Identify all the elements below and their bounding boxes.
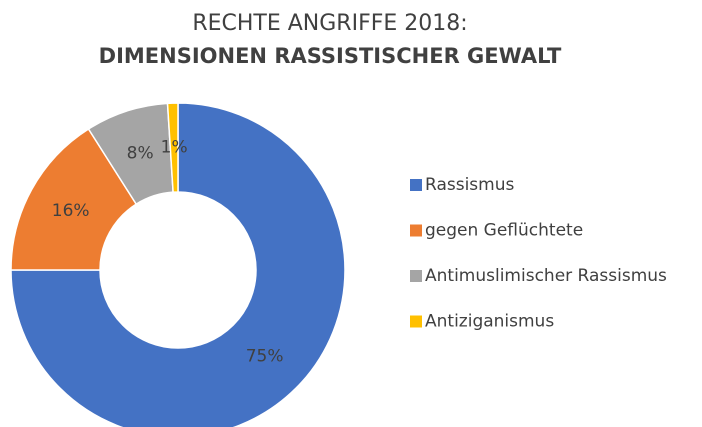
donut-slice <box>10 102 346 427</box>
legend-swatch <box>410 224 422 237</box>
donut-slice <box>10 127 138 271</box>
legend-swatch <box>410 179 422 191</box>
legend-swatch <box>410 270 422 282</box>
data-label: 1% <box>161 138 188 158</box>
legend-label: Antimuslimischer Rassismus <box>425 266 667 286</box>
legend-label: Rassismus <box>425 175 514 195</box>
data-label: 16% <box>52 201 90 221</box>
legend-swatch <box>410 315 422 328</box>
chart-subtitle: DIMENSIONEN RASSISTISCHER GEWALT <box>99 44 562 68</box>
data-label: 8% <box>127 143 154 163</box>
data-label: 75% <box>246 347 284 367</box>
chart-title: RECHTE ANGRIFFE 2018: <box>192 11 467 36</box>
legend-label: gegen Geflüchtete <box>425 221 583 241</box>
donut-slice <box>166 102 179 193</box>
legend-label: Antiziganismus <box>425 312 554 332</box>
